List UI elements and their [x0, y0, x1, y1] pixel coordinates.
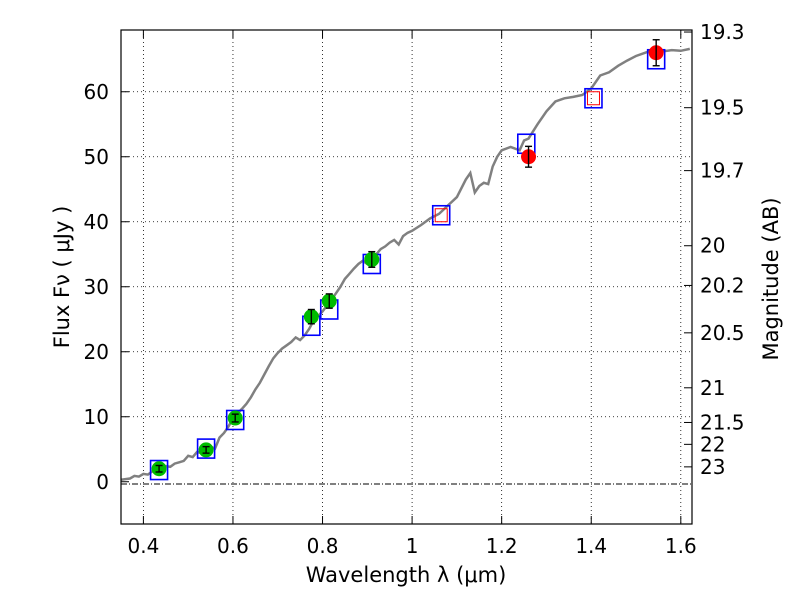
mag-tick-label: 23 — [700, 455, 725, 479]
mag-tick-label: 22 — [700, 432, 725, 456]
model-photometry-square — [196, 438, 216, 459]
ticks — [121, 30, 692, 524]
y-tick-label: 10 — [84, 405, 109, 429]
y-tick-label: 50 — [84, 145, 109, 169]
mag-tick-label: 19.7 — [700, 159, 745, 183]
y-tick-label: 30 — [84, 275, 109, 299]
points-layer — [149, 39, 666, 481]
model-photometry-square — [431, 204, 451, 226]
data-layer — [121, 47, 691, 482]
x-tick-label: 1.2 — [486, 534, 518, 558]
mag-tick-label: 20.2 — [700, 273, 745, 297]
y-tick-label: 40 — [84, 210, 109, 234]
mag-tick-label: 20 — [700, 234, 725, 258]
y-axis-label-right: Magnitude (AB) — [759, 197, 783, 360]
mag-tick-label: 21.5 — [700, 410, 745, 434]
model-photometry-square — [149, 459, 169, 481]
x-axis-label: Wavelength λ (μm) — [306, 563, 507, 587]
red-inner-box — [434, 208, 448, 223]
model-photometry-square — [225, 409, 245, 431]
mag-tick-label: 21 — [700, 376, 725, 400]
mag-tick-label: 19.5 — [700, 96, 745, 120]
x-tick-label: 1 — [406, 534, 419, 558]
mag-tick-label: 20.5 — [700, 321, 745, 345]
y-tick-label: 60 — [84, 80, 109, 104]
model-photometry-square — [584, 87, 603, 109]
tick-labels: 0.4 0.6 0.8 1 1.2 1.4 1.6 0 10 20 30 40 50 60 19.3 19.5… — [84, 20, 745, 558]
mag-tick-label: 19.3 — [700, 20, 745, 44]
x-tick-label: 1.6 — [665, 534, 697, 558]
y-tick-label: 20 — [84, 340, 109, 364]
y-tick-label: 0 — [96, 470, 109, 494]
x-tick-label: 1.4 — [575, 534, 607, 558]
x-tick-label: 0.8 — [307, 534, 339, 558]
plot-frame — [120, 29, 693, 525]
model-spectrum-line — [121, 47, 691, 482]
x-tick-label: 0.6 — [217, 534, 249, 558]
y-axis-label-left: Flux Fν ( μJy ) — [50, 206, 74, 349]
x-tick-label: 0.4 — [127, 534, 159, 558]
red-inner-box — [586, 91, 600, 106]
